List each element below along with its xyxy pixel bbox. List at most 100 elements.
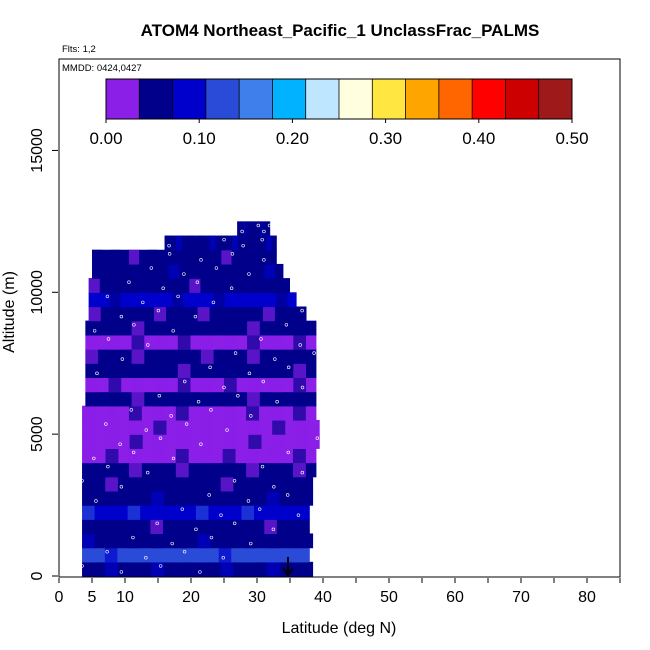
colorbar-tick-label: 0.10: [183, 129, 216, 148]
profile-cell-shade: [200, 391, 214, 407]
profile-cell-shade: [220, 561, 234, 577]
profile-cell-shade: [154, 363, 168, 379]
sample-marker: [155, 521, 159, 526]
sample-marker: [256, 223, 261, 228]
profile-cell-shade: [104, 519, 118, 535]
profile-cell-shade: [199, 405, 213, 421]
profile-cell-shade: [220, 476, 234, 492]
sample-marker: [272, 485, 276, 489]
profile-cell-shade: [275, 292, 288, 308]
sample-marker: [285, 493, 290, 497]
profile-cell-shade: [174, 476, 188, 492]
profile-cell-shade: [187, 235, 194, 251]
sample-marker: [196, 399, 201, 404]
sample-marker: [262, 258, 266, 262]
sample-marker: [80, 479, 84, 483]
profile-cell-shade: [222, 448, 236, 464]
profile-cell-shade: [243, 221, 246, 237]
profile-row: [88, 278, 290, 293]
profile-cell-shade: [88, 292, 101, 308]
profile-row: [80, 561, 314, 577]
profile-cell-shade: [266, 490, 280, 506]
sample-marker: [80, 564, 84, 568]
sample-marker: [312, 351, 316, 355]
sample-marker: [232, 521, 237, 526]
profile-row: [237, 221, 272, 237]
profile-row: [85, 320, 317, 336]
colorbar-frame: [105, 78, 573, 120]
y-tick-label: 0: [29, 571, 46, 580]
sample-marker: [211, 300, 216, 305]
profile-cell-shade: [220, 235, 227, 251]
sample-marker: [119, 485, 124, 489]
profile-cell-shade: [127, 519, 141, 535]
x-axis-title: Latitude (deg N): [282, 620, 397, 637]
profile-cell-shade: [177, 363, 191, 379]
sample-marker: [182, 272, 186, 276]
sample-marker: [171, 456, 176, 461]
sample-marker: [193, 314, 198, 319]
profile-cell-shade: [128, 448, 142, 464]
profile-cell-shade: [164, 235, 171, 251]
profile-cell-shade: [192, 292, 205, 308]
profile-cell-shade: [85, 320, 99, 336]
profile-cell-shade: [237, 221, 240, 237]
profile-cell-shade: [151, 561, 165, 577]
profile-cell-shade: [224, 363, 237, 379]
profile-row: [82, 519, 310, 535]
profile-cell-shade: [264, 547, 277, 563]
profile-cell-shade: [108, 377, 122, 393]
profile-cell-shade: [105, 419, 119, 435]
profile-cell-shade: [246, 462, 259, 478]
x-tick-label: 70: [512, 589, 530, 606]
profile-cell-shade: [250, 221, 253, 237]
profile-cell-shade: [222, 462, 236, 478]
profile-cell-shade: [128, 476, 142, 492]
profile-cell-shade: [270, 377, 283, 393]
profile-row: [82, 434, 320, 449]
sample-marker: [94, 499, 98, 503]
sample-marker: [95, 371, 99, 376]
profile-cell-shade: [104, 505, 118, 520]
sample-marker: [214, 266, 219, 270]
profile-cell-shade: [269, 278, 281, 293]
profile-cell-shade: [92, 249, 103, 265]
sample-marker: [267, 223, 272, 228]
sample-marker: [176, 294, 180, 299]
profile-cell-shade: [128, 462, 142, 478]
profile-cell-shade: [82, 448, 95, 464]
profile-cell-shade: [266, 533, 280, 549]
sample-marker: [167, 252, 172, 256]
sample-marker: [131, 535, 135, 540]
profile-cell-shade: [269, 462, 283, 478]
sample-marker: [298, 343, 302, 347]
profile-cell-shade: [110, 249, 121, 265]
profile-cell-shade: [184, 249, 195, 265]
profile-cell-shade: [154, 377, 168, 393]
sample-marker: [169, 414, 173, 418]
profile-cell-shade: [154, 334, 168, 350]
profile-cell-shade: [152, 405, 166, 421]
profile-cell-shade: [154, 349, 168, 364]
sample-marker: [221, 556, 225, 560]
profile-cell-shade: [195, 519, 209, 535]
sample-marker: [141, 300, 145, 305]
profile-cell-shade: [293, 363, 307, 379]
profile-row: [85, 363, 317, 379]
colorbar-tick-label: 0.30: [369, 129, 402, 148]
profile-cell-shade: [132, 306, 145, 322]
profile-cell-shade: [260, 221, 263, 237]
sample-marker: [105, 294, 110, 299]
sample-marker: [275, 399, 279, 404]
profile-cell-shade: [200, 377, 214, 393]
sample-marker: [106, 464, 110, 469]
sample-marker: [144, 428, 148, 432]
profile-cell-shade: [195, 547, 209, 563]
profile-cell-shade: [88, 306, 101, 322]
sample-marker: [106, 337, 111, 341]
profile-cell-shade: [174, 533, 188, 549]
profile-cell-shade: [187, 263, 199, 279]
sample-marker: [158, 564, 163, 568]
profile-row: [85, 334, 317, 350]
x-tick-label: 40: [314, 589, 332, 606]
